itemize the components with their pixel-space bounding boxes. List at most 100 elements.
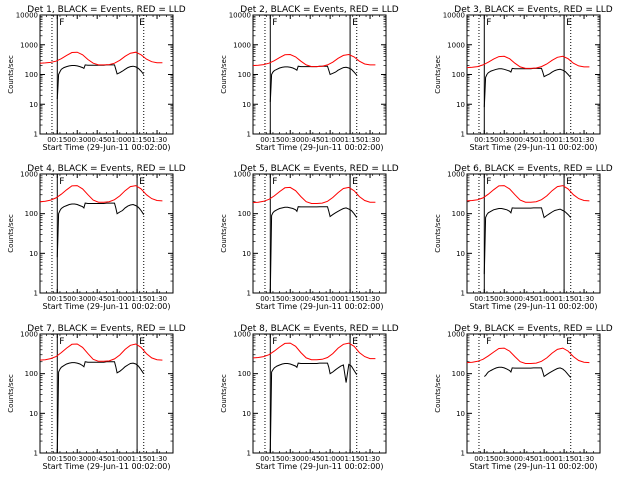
panel-det1: Det 1, BLACK = Events, RED = LLD 1 10 100 10… xyxy=(7,5,186,152)
y-tick-label: 10 xyxy=(29,101,38,109)
x-tick-label: 01:15 xyxy=(554,295,574,303)
y-tick-label: 1000 xyxy=(447,171,465,179)
y-tick-label: 1 xyxy=(461,131,465,139)
event-marker-f: F xyxy=(59,337,64,347)
x-tick-label: 01:15 xyxy=(340,136,360,144)
y-tick-label: 100 xyxy=(25,370,38,378)
x-tick-label: 01:15 xyxy=(554,455,574,463)
event-marker-e: E xyxy=(352,177,358,187)
x-tick-label: 00:45 xyxy=(514,295,534,303)
x-tick-label: 00:30 xyxy=(280,136,300,144)
x-tick-label: 01:30 xyxy=(147,136,167,144)
event-marker-e: E xyxy=(566,177,572,187)
panel-det7: Det 7, BLACK = Events, RED = LLD 1 10 100 10… xyxy=(7,324,186,471)
x-tick-label: 01:15 xyxy=(127,136,147,144)
x-tick-label: 00:15 xyxy=(474,295,494,303)
x-axis-label: Start Time (29-Jun-11 00:02:00) xyxy=(43,143,171,152)
x-tick-label: 01:00 xyxy=(320,455,340,463)
x-tick-label: 01:30 xyxy=(360,455,380,463)
panel-title: Det 7, BLACK = Events, RED = LLD xyxy=(27,324,186,334)
series-line-events xyxy=(56,202,145,258)
y-tick-label: 100 xyxy=(25,210,38,218)
x-tick-label: 01:00 xyxy=(320,136,340,144)
y-tick-label: 1000 xyxy=(233,41,251,49)
event-marker-e: E xyxy=(566,18,572,28)
x-tick-label: 00:45 xyxy=(300,136,320,144)
x-tick-label: 01:15 xyxy=(127,455,147,463)
series-line-lld xyxy=(466,185,590,203)
x-tick-label: 00:15 xyxy=(47,136,67,144)
x-tick-label: 00:45 xyxy=(300,455,320,463)
series-line-lld xyxy=(39,185,163,203)
panel-title: Det 9, BLACK = Events, RED = LLD xyxy=(454,324,613,334)
panel-det2: Det 2, BLACK = Events, RED = LLD 1 10 100 10… xyxy=(220,5,399,152)
x-tick-label: 00:30 xyxy=(494,295,514,303)
event-marker-e: E xyxy=(139,337,145,347)
y-tick-label: 1 xyxy=(247,290,251,298)
plot-frame xyxy=(252,173,387,294)
x-tick-label: 00:15 xyxy=(260,455,280,463)
x-axis-label: Start Time (29-Jun-11 00:02:00) xyxy=(43,302,171,311)
x-axis-label: Start Time (29-Jun-11 00:02:00) xyxy=(256,302,384,311)
y-tick-label: 10 xyxy=(29,410,38,418)
series-line-events xyxy=(483,67,572,108)
y-tick-label: 1 xyxy=(34,450,38,458)
y-tick-label: 10 xyxy=(456,410,465,418)
x-tick-label: 01:15 xyxy=(340,455,360,463)
y-axis-label: Counts/sec xyxy=(434,55,442,94)
x-tick-label: 01:00 xyxy=(107,455,127,463)
event-marker-f: F xyxy=(486,337,491,347)
y-tick-label: 100 xyxy=(238,210,251,218)
x-tick-label: 00:30 xyxy=(67,136,87,144)
panel-det5: Det 5, BLACK = Events, RED = LLD 1 10 100 10… xyxy=(220,164,399,311)
y-tick-label: 1000 xyxy=(20,331,38,339)
x-tick-label: 01:00 xyxy=(320,295,340,303)
event-marker-f: F xyxy=(486,177,491,187)
y-tick-label: 10000 xyxy=(443,12,465,20)
event-marker-e: E xyxy=(139,177,145,187)
y-tick-label: 1000 xyxy=(20,171,38,179)
event-marker-f: F xyxy=(486,18,491,28)
panel-title: Det 4, BLACK = Events, RED = LLD xyxy=(27,164,186,174)
x-axis-label: Start Time (29-Jun-11 00:02:00) xyxy=(470,462,598,471)
y-tick-label: 100 xyxy=(238,71,251,79)
series-line-events xyxy=(483,207,572,275)
x-tick-label: 00:15 xyxy=(260,136,280,144)
y-tick-label: 1 xyxy=(247,450,251,458)
series-line-lld xyxy=(466,347,590,364)
plot-frame xyxy=(466,333,601,454)
x-tick-label: 00:15 xyxy=(47,455,67,463)
y-tick-label: 100 xyxy=(452,71,465,79)
event-marker-f: F xyxy=(59,18,64,28)
x-tick-label: 01:30 xyxy=(147,295,167,303)
x-tick-label: 00:30 xyxy=(280,455,300,463)
y-tick-label: 1000 xyxy=(20,41,38,49)
y-tick-label: 100 xyxy=(25,71,38,79)
panel-title: Det 8, BLACK = Events, RED = LLD xyxy=(240,324,399,334)
series-line-lld xyxy=(39,51,163,66)
x-tick-label: 01:15 xyxy=(340,295,360,303)
plot-frame xyxy=(39,333,174,454)
y-tick-label: 1000 xyxy=(233,331,251,339)
x-tick-label: 00:45 xyxy=(87,455,107,463)
x-tick-label: 00:30 xyxy=(67,455,87,463)
y-tick-label: 10 xyxy=(242,410,251,418)
series-line-lld xyxy=(252,53,376,68)
x-tick-label: 00:15 xyxy=(474,136,494,144)
event-marker-e: E xyxy=(566,337,572,347)
panel-det4: Det 4, BLACK = Events, RED = LLD 1 10 100 10… xyxy=(7,164,186,311)
x-tick-label: 01:00 xyxy=(107,136,127,144)
y-tick-label: 10000 xyxy=(16,12,38,20)
plot-frame xyxy=(466,173,601,294)
series-line-events xyxy=(56,361,145,454)
panel-det3: Det 3, BLACK = Events, RED = LLD 1 10 100 10… xyxy=(434,5,613,152)
y-axis-label: Counts/sec xyxy=(7,55,15,94)
x-tick-label: 00:45 xyxy=(87,136,107,144)
event-marker-f: F xyxy=(272,18,277,28)
x-tick-label: 00:45 xyxy=(87,295,107,303)
panel-title: Det 6, BLACK = Events, RED = LLD xyxy=(454,164,613,174)
series-line-lld xyxy=(252,342,376,361)
x-tick-label: 00:30 xyxy=(494,136,514,144)
series-line-lld xyxy=(466,55,590,69)
